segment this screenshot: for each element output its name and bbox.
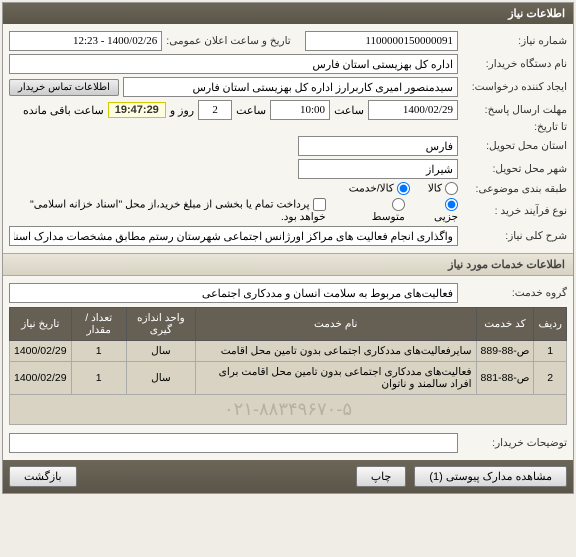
radio-minor[interactable]: جزیی [423, 198, 458, 223]
footer-bar: مشاهده مدارک پیوستی (1) چاپ بازگشت [3, 460, 573, 493]
buyer-org-field[interactable] [9, 54, 458, 74]
remain-label: ساعت باقی مانده [23, 104, 104, 117]
province-label: استان محل تحویل: [462, 140, 567, 152]
th-date: تاریخ نیاز [10, 308, 72, 341]
deadline-label: مهلت ارسال پاسخ: [462, 104, 567, 116]
group-label: طبقه بندی موضوعی: [462, 183, 567, 195]
th-code: کد خدمت [476, 308, 534, 341]
svc-group-label: گروه خدمت: [462, 287, 567, 299]
table-row: 1 ص-88-889 سایرفعالیت‌های مددکاری اجتماع… [10, 341, 567, 362]
countdown-timer: 19:47:29 [108, 102, 166, 118]
table-row: 2 ص-88-881 فعالیت‌های مددکاری اجتماعی بد… [10, 362, 567, 395]
contact-info-button[interactable]: اطلاعات تماس خریدار [9, 79, 119, 96]
radio-goods[interactable]: کالا [428, 182, 458, 195]
announce-field[interactable] [9, 31, 162, 51]
watermark-text: ۰۲۱-۸۸۳۴۹۶۷۰-۵ [10, 395, 567, 425]
services-table: ردیف کد خدمت نام خدمت واحد اندازه گیری ت… [9, 307, 567, 425]
th-name: نام خدمت [195, 308, 476, 341]
announce-label: تاریخ و ساعت اعلان عمومی: [166, 35, 290, 47]
city-field[interactable] [298, 159, 458, 179]
watermark-row: ۰۲۱-۸۸۳۴۹۶۷۰-۵ [10, 395, 567, 425]
desc-label: شرح کلی نیاز: [462, 230, 567, 242]
radio-mid[interactable]: متوسط [362, 198, 405, 223]
th-row: ردیف [534, 308, 567, 341]
buytype-label: نوع فرآیند خرید : [462, 205, 567, 217]
services-section-head: اطلاعات خدمات مورد نیاز [3, 253, 573, 276]
time-label-1: ساعت [334, 104, 364, 117]
radio-goods-service[interactable]: کالا/خدمت [349, 182, 410, 195]
buyer-notes-label: توضیحات خریدار: [462, 437, 567, 449]
view-attachments-button[interactable]: مشاهده مدارک پیوستی (1) [414, 466, 567, 487]
province-field[interactable] [298, 136, 458, 156]
table-header-row: ردیف کد خدمت نام خدمت واحد اندازه گیری ت… [10, 308, 567, 341]
panel-title: اطلاعات نیاز [3, 3, 573, 24]
need-no-field[interactable] [305, 31, 458, 51]
creator-field[interactable] [123, 77, 458, 97]
deadline-to-label: تا تاریخ: [462, 121, 567, 133]
th-qty: تعداد / مقدار [71, 308, 126, 341]
print-button[interactable]: چاپ [356, 466, 407, 487]
desc-field[interactable] [9, 226, 458, 246]
need-info-panel: اطلاعات نیاز شماره نیاز: تاریخ و ساعت اع… [2, 2, 574, 494]
svc-group-field[interactable] [9, 283, 458, 303]
chk-treasury[interactable]: پرداخت تمام یا بخشی از مبلغ خرید،از محل … [23, 198, 326, 223]
days-label: روز و [170, 104, 194, 117]
buyer-notes-field[interactable] [9, 433, 458, 453]
back-button[interactable]: بازگشت [9, 466, 77, 487]
form-body: شماره نیاز: تاریخ و ساعت اعلان عمومی: نا… [3, 24, 573, 253]
need-no-label: شماره نیاز: [462, 35, 567, 47]
deadline-time-field[interactable] [270, 100, 330, 120]
city-label: شهر محل تحویل: [462, 163, 567, 175]
buyer-org-label: نام دستگاه خریدار: [462, 58, 567, 70]
th-unit: واحد اندازه گیری [126, 308, 195, 341]
time-label-2: ساعت [236, 104, 266, 117]
days-field[interactable] [198, 100, 232, 120]
deadline-date-field[interactable] [368, 100, 458, 120]
creator-label: ایجاد کننده درخواست: [462, 81, 567, 93]
